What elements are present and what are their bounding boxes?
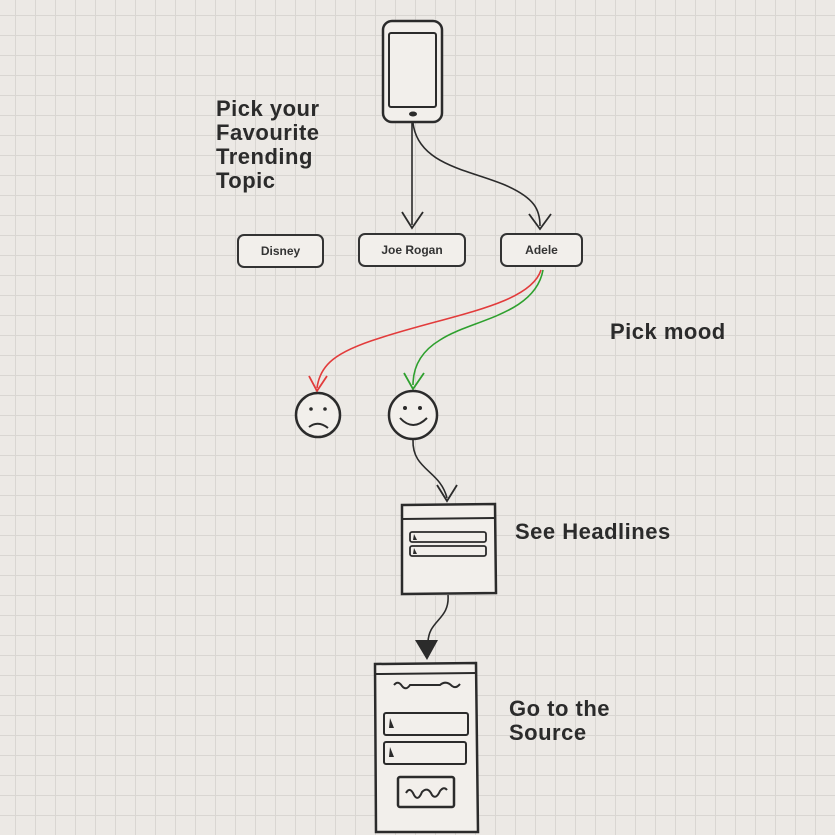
arrow-phone-to-adele <box>412 122 541 227</box>
arrowhead-happy <box>403 372 425 391</box>
go-to-source-label: Go to the Source <box>509 696 611 745</box>
pick-mood-label: Pick mood <box>610 319 726 344</box>
arrow-headlines-to-source <box>427 594 449 644</box>
see-headlines-label: See Headlines <box>515 519 671 544</box>
arrowhead-sad <box>308 375 328 393</box>
arrowhead-adele <box>528 213 552 231</box>
sad-face-icon[interactable] <box>294 391 342 439</box>
source-article-icon[interactable] <box>373 661 480 834</box>
topic-button-adele[interactable]: Adele <box>500 233 583 267</box>
topic-button-disney[interactable]: Disney <box>237 234 324 268</box>
pick-topic-label: Pick your Favourite Trending Topic <box>216 96 320 193</box>
happy-face-icon[interactable] <box>387 389 439 441</box>
topic-button-joe-rogan[interactable]: Joe Rogan <box>358 233 466 267</box>
arrowhead-headlines <box>436 484 458 503</box>
arrowhead-source <box>415 640 438 660</box>
arrowhead-joe-rogan <box>401 211 424 230</box>
arrow-adele-to-sad <box>316 269 542 389</box>
phone-icon[interactable] <box>381 19 444 124</box>
arrow-happy-to-headlines <box>412 439 448 499</box>
arrow-adele-to-happy <box>412 269 544 386</box>
headlines-card-icon[interactable] <box>400 502 498 596</box>
